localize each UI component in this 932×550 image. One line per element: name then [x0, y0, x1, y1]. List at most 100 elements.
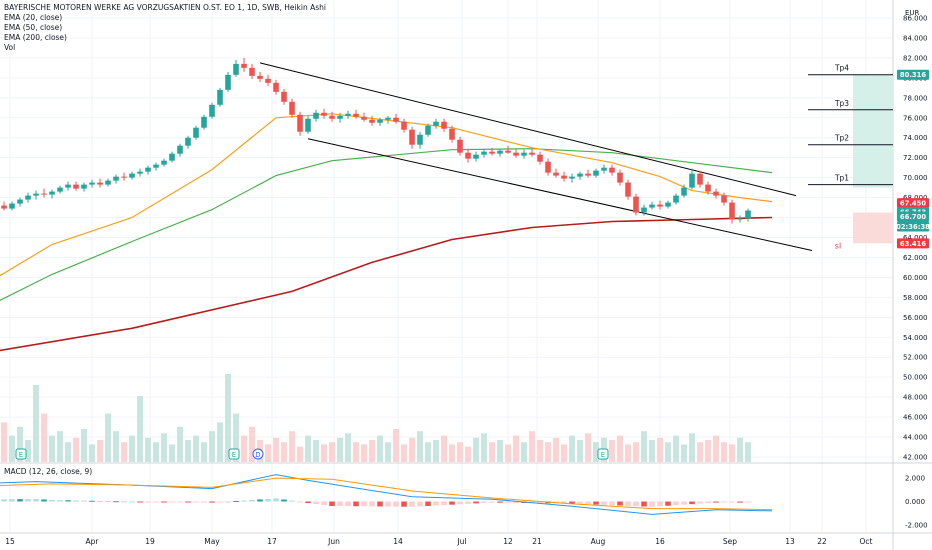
volume-bar	[225, 374, 231, 462]
macd-hist-bar	[209, 501, 215, 503]
candle-body	[145, 167, 151, 172]
volume-bar	[745, 442, 751, 462]
candle-body	[473, 154, 479, 159]
macd-hist-bar	[73, 500, 79, 502]
volume-bar	[545, 442, 551, 462]
candle-body	[193, 127, 199, 138]
candle-body	[329, 115, 335, 119]
legend-vol[interactable]: Vol	[4, 43, 16, 52]
volume-bar	[689, 433, 695, 462]
candle-body	[633, 196, 639, 213]
volume-bar	[177, 426, 183, 462]
earnings-marker	[228, 448, 240, 460]
price-tick-label: 82.000	[903, 54, 928, 62]
volume-bar	[321, 444, 327, 462]
event-marker-0: E	[15, 448, 27, 460]
volume-bar	[353, 442, 359, 462]
time-tick-label: 17	[267, 537, 277, 546]
volume-bar	[97, 440, 103, 462]
macd-hist-bar	[217, 501, 223, 503]
candle	[41, 188, 47, 198]
candle-body	[209, 104, 215, 117]
macd-hist-bar	[33, 498, 39, 502]
candle-body	[705, 184, 711, 192]
candle-body	[249, 67, 255, 76]
candle	[513, 148, 519, 158]
macd-hist-bar	[1, 499, 7, 502]
candle	[465, 148, 471, 163]
price-badge	[897, 238, 929, 249]
candle-body	[297, 114, 303, 132]
volume-bar	[313, 440, 319, 462]
candle-body	[505, 150, 511, 153]
candle	[721, 192, 727, 206]
macd-hist-bar	[513, 501, 519, 503]
earnings-marker	[15, 448, 27, 460]
time-tick-label: Sep	[723, 537, 737, 546]
price-tick-label: 78.000	[903, 94, 928, 102]
candle-body	[17, 199, 23, 204]
macd-hist-bar	[25, 499, 31, 502]
event-marker-3: E	[597, 448, 609, 460]
candle	[289, 98, 295, 118]
time-tick-label: Jun	[327, 537, 340, 546]
candle	[425, 123, 431, 137]
price-tick-label: 56.000	[903, 314, 928, 322]
legend-ema200[interactable]: EMA (200, close)	[4, 33, 67, 42]
macd-hist-bar	[57, 500, 63, 502]
price-tick-label: 58.000	[903, 294, 928, 302]
macd-legend[interactable]: MACD (12, 26, close, 9)	[4, 467, 93, 476]
macd-hist-bar	[737, 501, 743, 503]
macd-hist-bar	[321, 501, 327, 505]
macd-hist-bar	[441, 501, 447, 506]
macd-hist-bar	[41, 499, 47, 502]
volume-bar	[217, 422, 223, 462]
candle	[473, 151, 479, 162]
volume-bar	[297, 446, 303, 462]
candle-body	[625, 182, 631, 197]
macd-hist-bar	[289, 500, 295, 502]
candle-body	[369, 119, 375, 123]
volume-bar	[673, 435, 679, 462]
candle-body	[697, 173, 703, 185]
volume-bar	[65, 442, 71, 462]
candle	[729, 199, 735, 224]
candle	[633, 193, 639, 216]
legend-ema50[interactable]: EMA (50, close)	[4, 23, 63, 32]
price-tick-label: 52.000	[903, 354, 928, 362]
candle	[713, 188, 719, 199]
candle	[97, 178, 103, 188]
volume-bar	[561, 444, 567, 462]
candle	[449, 125, 455, 143]
volume-bar	[441, 435, 447, 462]
candle	[737, 215, 743, 223]
candle	[177, 143, 183, 157]
legend-ema20[interactable]: EMA (20, close)	[4, 13, 63, 22]
candle-body	[137, 171, 143, 174]
volume-bar	[657, 437, 663, 462]
candle	[537, 151, 543, 165]
candle-body	[649, 204, 655, 208]
macd-hist-bar	[241, 500, 247, 502]
ema200-line	[0, 216, 773, 352]
macd-hist-bar	[689, 501, 695, 505]
macd-hist-bar	[361, 501, 367, 507]
time-tick-label: 16	[655, 537, 665, 546]
candle	[561, 171, 567, 182]
candle-body	[305, 118, 311, 132]
target-label-tp1: Tp1	[834, 174, 849, 183]
price-badge	[897, 211, 929, 222]
candle-body	[641, 207, 647, 213]
candle-body	[513, 152, 519, 156]
macd-hist-bar	[169, 501, 175, 503]
candle	[17, 197, 23, 207]
macd-hist-bar	[409, 501, 415, 507]
macd-hist-bar	[569, 501, 575, 504]
target-label-tp3: Tp3	[834, 99, 849, 108]
candle-body	[225, 74, 231, 90]
macd-hist-bar	[617, 501, 623, 506]
candle-body	[441, 121, 447, 129]
candle	[81, 182, 87, 192]
candle	[273, 79, 279, 95]
